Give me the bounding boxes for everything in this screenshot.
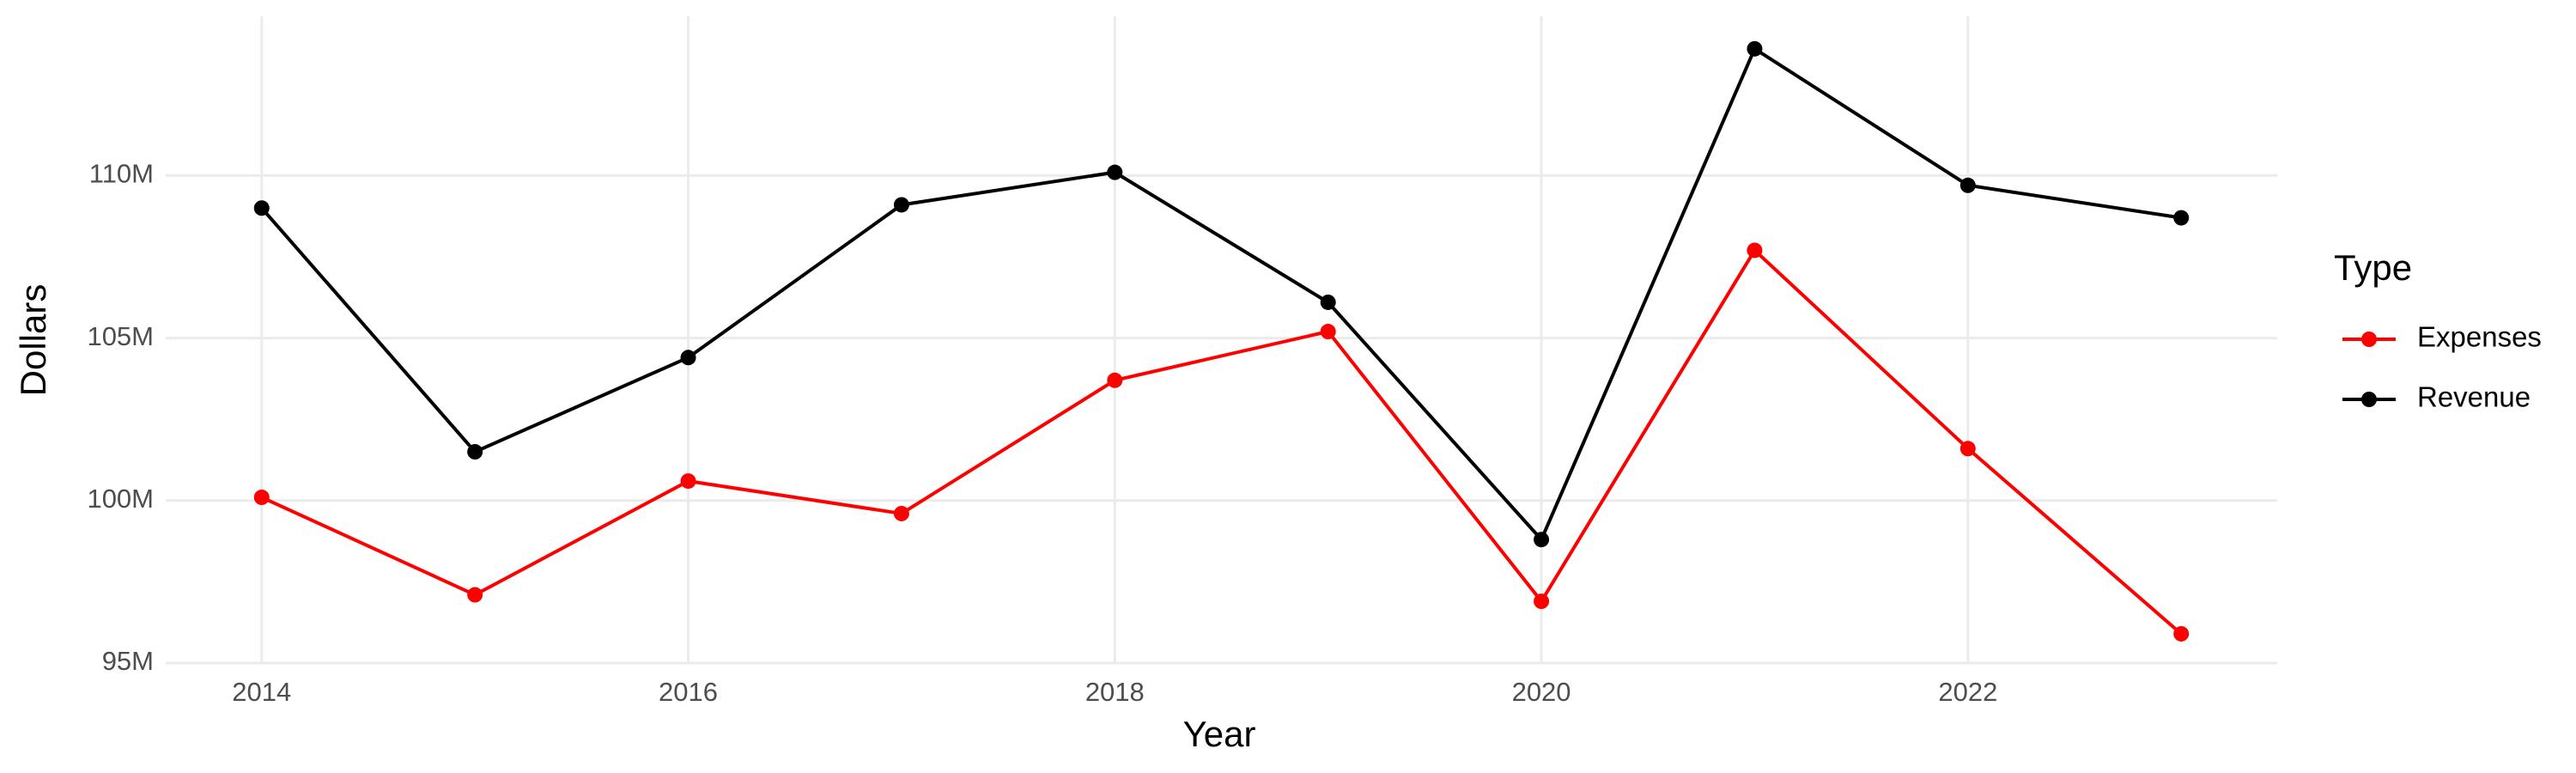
y-axis-label: Dollars [13, 284, 53, 397]
legend-label: Revenue [2417, 381, 2530, 413]
x-tick-label: 2020 [1512, 677, 1571, 707]
x-tick-label: 2014 [232, 677, 291, 707]
y-tick-label: 100M [87, 484, 154, 514]
y-tick-label: 95M [102, 646, 154, 676]
data-point [893, 197, 909, 213]
data-point [1534, 593, 1550, 610]
x-tick-label: 2018 [1085, 677, 1145, 707]
y-tick-label: 105M [87, 321, 154, 351]
data-point [253, 490, 270, 506]
data-point [1959, 441, 1976, 457]
series-line [260, 46, 2182, 543]
data-point [1534, 532, 1550, 548]
data-point [1107, 372, 1123, 388]
data-point [253, 200, 270, 216]
legend-title: Type [2334, 247, 2412, 288]
data-point [680, 473, 696, 490]
data-point [1747, 242, 1763, 259]
data-point [2173, 625, 2190, 642]
data-point [680, 350, 696, 366]
data-point [893, 505, 909, 521]
data-point [467, 587, 483, 603]
x-tick-label: 2016 [659, 677, 718, 707]
data-point [1959, 177, 1976, 193]
x-axis-label: Year [1183, 714, 1256, 754]
legend-swatch-point [2361, 392, 2377, 407]
data-point [1320, 324, 1336, 340]
data-point [1107, 164, 1123, 180]
y-tick-label: 110M [89, 159, 154, 189]
x-tick-label: 2022 [1938, 677, 1997, 707]
data-point [1747, 40, 1763, 57]
series-line [260, 247, 2183, 636]
legend-label: Expenses [2417, 321, 2542, 353]
data-point [2173, 210, 2190, 226]
data-point [467, 444, 483, 460]
legend-swatch-point [2361, 332, 2377, 347]
data-point [1320, 294, 1336, 310]
